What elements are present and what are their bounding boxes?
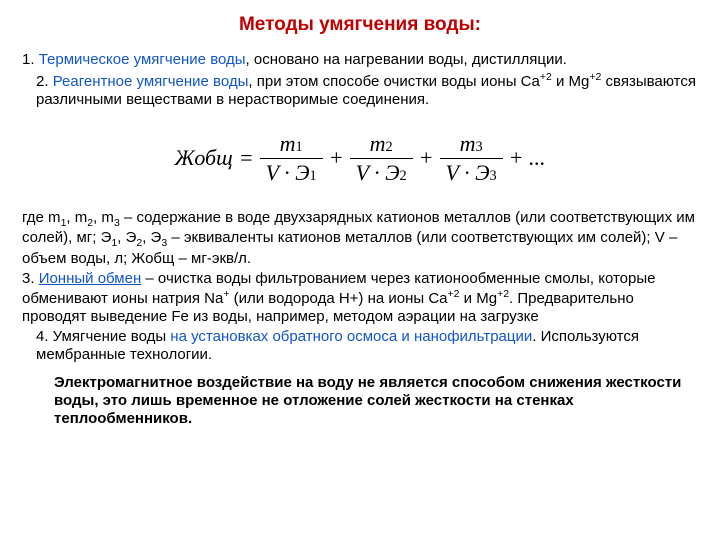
f2-ds: 2 [400, 168, 407, 184]
f3-numv: m [460, 131, 476, 156]
f2-numv: m [370, 131, 386, 156]
m3-e: и Mg [460, 290, 498, 307]
f1-dv: V [266, 160, 279, 185]
m1-rest: , основано на нагревании воды, дистилляц… [246, 51, 567, 68]
m3-term: Ионный обмен [39, 270, 142, 287]
def-a: где m [22, 209, 61, 226]
m4-term: на установках обратного осмоса и нанофил… [170, 328, 532, 345]
m2-term: Реагентное умягчение воды [53, 73, 249, 90]
method-2: 2. Реагентное умягчение воды, при этом с… [36, 71, 698, 109]
f3-dv: V [446, 160, 459, 185]
m3-num: 3. [22, 270, 39, 287]
frac-2: m2 V · Э2 [350, 131, 413, 187]
formula-eq: = [239, 145, 254, 171]
sup-mg: +2 [589, 71, 601, 83]
f1-numv: m [280, 131, 296, 156]
f1-ds: 1 [310, 168, 317, 184]
m1-term: Термическое умягчение воды [39, 51, 246, 68]
f3-de: Э [475, 160, 489, 185]
frac-3: m3 V · Э3 [440, 131, 503, 187]
def-e: , Э [117, 229, 136, 246]
f2-de: Э [385, 160, 399, 185]
def-c: , m [93, 209, 114, 226]
def-b: , m [66, 209, 87, 226]
m2-num: 2. [36, 73, 53, 90]
f1-de: Э [295, 160, 309, 185]
formula-block: Жобщ = m1 V · Э1 + m2 V · Э2 + m3 V · Э3… [22, 131, 698, 187]
def-f: , Э [142, 229, 161, 246]
f3-nums: 3 [475, 139, 482, 155]
method-3: 3. Ионный обмен – очистка воды фильтрова… [22, 270, 698, 326]
m4-a: 4. Умягчение воды [36, 328, 170, 345]
method-1: 1. Термическое умягчение воды, основано … [22, 51, 698, 69]
f1-nums: 1 [296, 139, 303, 155]
definition-block: где m1, m2, m3 – содержание в воде двухз… [22, 209, 698, 268]
page-title: Методы умягчения воды: [22, 14, 698, 37]
f2-nums: 2 [385, 139, 392, 155]
sup-ca: +2 [540, 71, 552, 83]
plus-1: + [329, 145, 344, 171]
formula-lhs: Жобщ [174, 145, 232, 171]
footnote: Электромагнитное воздействие на воду не … [54, 374, 698, 428]
m3-d: (или водорода H+) на ионы Ca [229, 290, 447, 307]
formula-dots: + ... [509, 145, 546, 171]
document-page: Методы умягчения воды: 1. Термическое ум… [0, 0, 720, 438]
frac-1: m1 V · Э1 [260, 131, 323, 187]
plus-2: + [419, 145, 434, 171]
m1-num: 1. [22, 51, 39, 68]
method-4: 4. Умягчение воды на установках обратног… [36, 328, 698, 364]
f2-dv: V [356, 160, 369, 185]
m2-d: и Mg [552, 73, 590, 90]
m2-c: , при этом способе очистки воды ионы Ca [248, 73, 539, 90]
f3-ds: 3 [489, 168, 496, 184]
